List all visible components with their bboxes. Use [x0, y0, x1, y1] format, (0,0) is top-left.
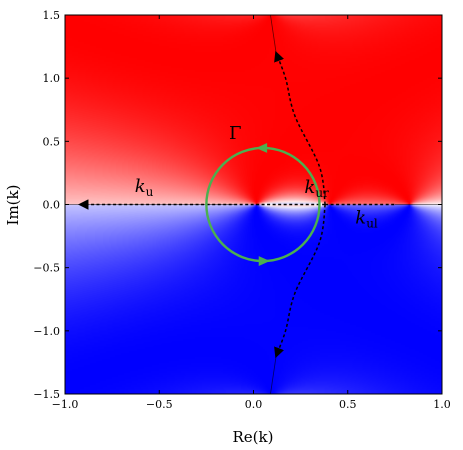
x-axis-title: Re(k)	[233, 428, 274, 446]
x-tick-label: −0.5	[146, 398, 173, 411]
label-k-u: ku	[135, 176, 154, 199]
y-tick-label: 1.0	[43, 72, 61, 85]
y-tick-label: −1.5	[33, 388, 60, 401]
contour-arrow-top	[255, 143, 268, 153]
y-axis-ticks: −1.5 −1.0 −0.5 0.0 0.5 1.0 1.5	[33, 9, 442, 401]
label-k-ur: kur	[304, 177, 329, 200]
path-k-ur	[274, 50, 326, 205]
path-k-ul	[274, 204, 326, 359]
x-tick-label: 0.5	[339, 398, 357, 411]
branch-cut-3	[270, 356, 277, 394]
x-axis-ticks: −1.0 −0.5 0.0 0.5 1.0	[52, 15, 451, 411]
path-labels: ku kur kul Γ	[135, 123, 378, 231]
label-k-ul: kul	[355, 207, 378, 230]
y-tick-label: 1.5	[43, 9, 61, 22]
label-gamma: Γ	[229, 123, 242, 144]
branch-cut-2	[270, 15, 277, 53]
y-axis-title: Im(k)	[4, 185, 22, 226]
y-tick-label: −1.0	[33, 325, 60, 338]
x-tick-label: 0.0	[245, 398, 263, 411]
y-tick-label: 0.5	[43, 135, 61, 148]
y-tick-label: 0.0	[43, 199, 61, 212]
contour-gamma	[205, 143, 321, 266]
x-tick-label: 1.0	[433, 398, 451, 411]
x-tick-label: −1.0	[52, 398, 79, 411]
contour-arrow-bottom	[258, 256, 270, 266]
y-tick-label: −0.5	[33, 262, 60, 275]
